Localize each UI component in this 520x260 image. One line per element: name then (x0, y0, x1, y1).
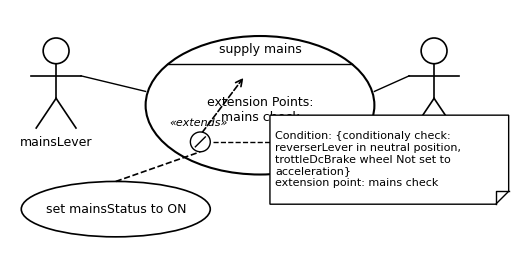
Polygon shape (270, 115, 509, 204)
Text: set mainsStatus to ON: set mainsStatus to ON (46, 203, 186, 216)
Text: supply mains: supply mains (218, 43, 302, 56)
Text: extension Points:
mains check: extension Points: mains check (207, 96, 313, 124)
Text: Condition: {conditionaly check:
reverserLever in neutral position,
trottleDcBrak: Condition: {conditionaly check: reverser… (275, 132, 461, 188)
Text: «extends»: «extends» (169, 118, 228, 128)
Circle shape (190, 132, 210, 152)
Text: main loop: main loop (403, 136, 465, 149)
Text: mainsLever: mainsLever (20, 136, 93, 149)
